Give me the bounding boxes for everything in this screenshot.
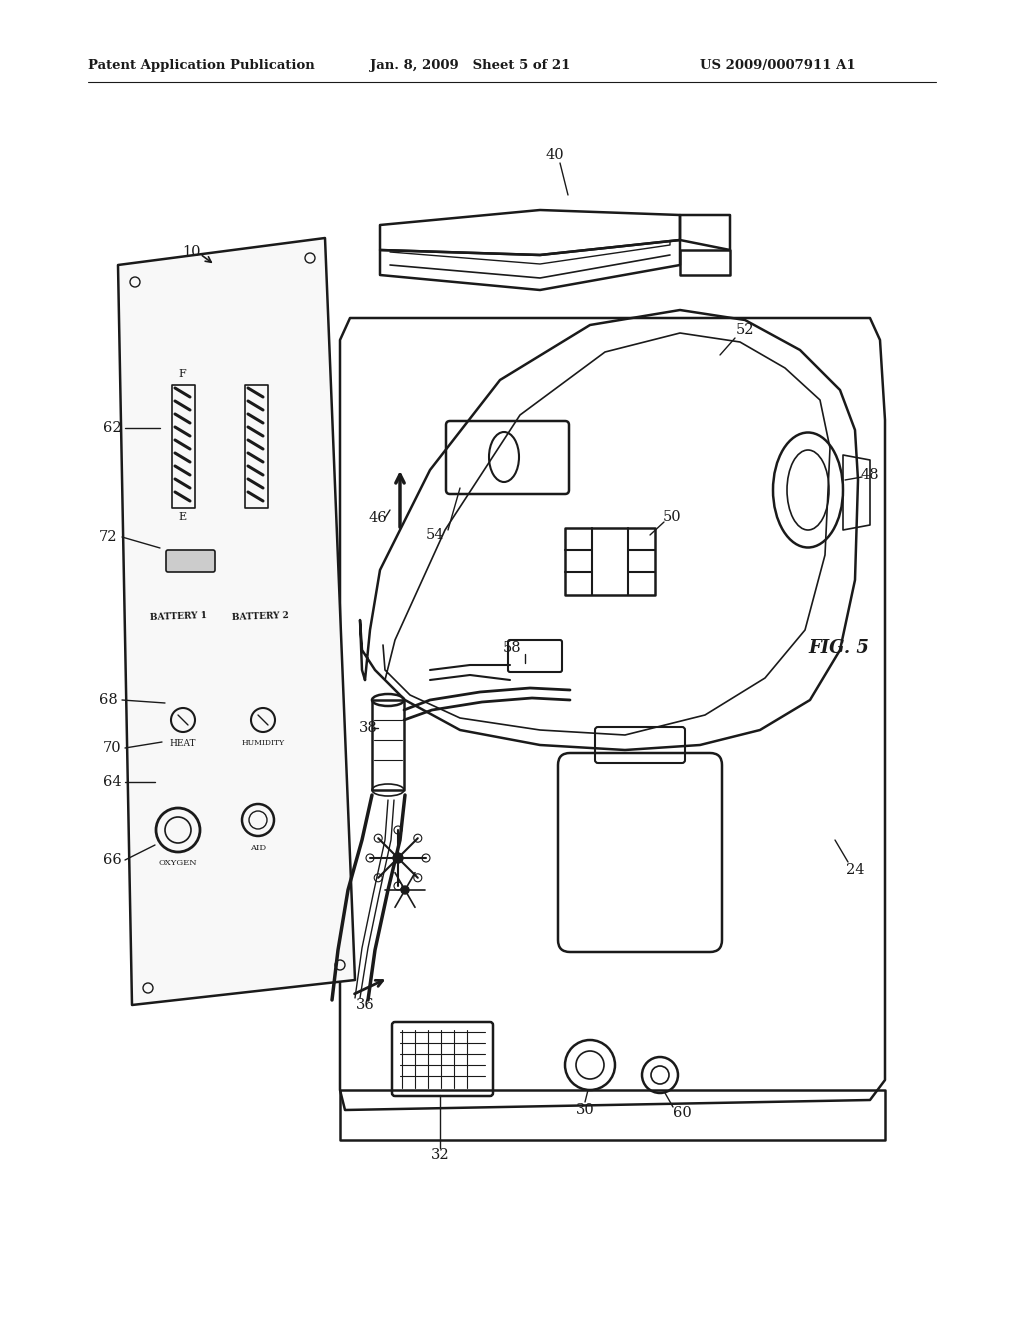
Text: BATTERY 2: BATTERY 2 xyxy=(231,611,289,623)
Text: 52: 52 xyxy=(736,323,755,337)
Text: 36: 36 xyxy=(355,998,375,1012)
Text: Patent Application Publication: Patent Application Publication xyxy=(88,59,314,73)
Text: 24: 24 xyxy=(846,863,864,876)
Text: HEAT: HEAT xyxy=(170,738,197,747)
Text: Jan. 8, 2009   Sheet 5 of 21: Jan. 8, 2009 Sheet 5 of 21 xyxy=(370,59,570,73)
FancyBboxPatch shape xyxy=(166,550,215,572)
Text: 46: 46 xyxy=(369,511,387,525)
Circle shape xyxy=(401,886,409,894)
Text: HUMIDITY: HUMIDITY xyxy=(242,739,285,747)
Text: 32: 32 xyxy=(431,1148,450,1162)
Text: 48: 48 xyxy=(861,469,880,482)
Text: 54: 54 xyxy=(426,528,444,543)
Text: 60: 60 xyxy=(673,1106,691,1119)
Text: 70: 70 xyxy=(102,741,121,755)
Polygon shape xyxy=(118,238,355,1005)
Text: 62: 62 xyxy=(102,421,121,436)
Text: 38: 38 xyxy=(358,721,378,735)
Circle shape xyxy=(393,853,403,863)
Text: 30: 30 xyxy=(575,1104,594,1117)
Text: 58: 58 xyxy=(503,642,521,655)
Text: E: E xyxy=(178,512,186,521)
Text: BATTERY 1: BATTERY 1 xyxy=(150,611,207,623)
Text: OXYGEN: OXYGEN xyxy=(159,859,198,867)
Text: FIG. 5: FIG. 5 xyxy=(808,639,869,657)
Text: 64: 64 xyxy=(102,775,121,789)
Text: 66: 66 xyxy=(102,853,122,867)
Text: 10: 10 xyxy=(182,246,202,259)
Text: 50: 50 xyxy=(663,510,681,524)
Text: AID: AID xyxy=(250,843,266,851)
Text: 68: 68 xyxy=(98,693,118,708)
Text: F: F xyxy=(178,370,186,379)
Text: 40: 40 xyxy=(546,148,564,162)
Text: US 2009/0007911 A1: US 2009/0007911 A1 xyxy=(700,59,856,73)
Text: 72: 72 xyxy=(98,531,118,544)
